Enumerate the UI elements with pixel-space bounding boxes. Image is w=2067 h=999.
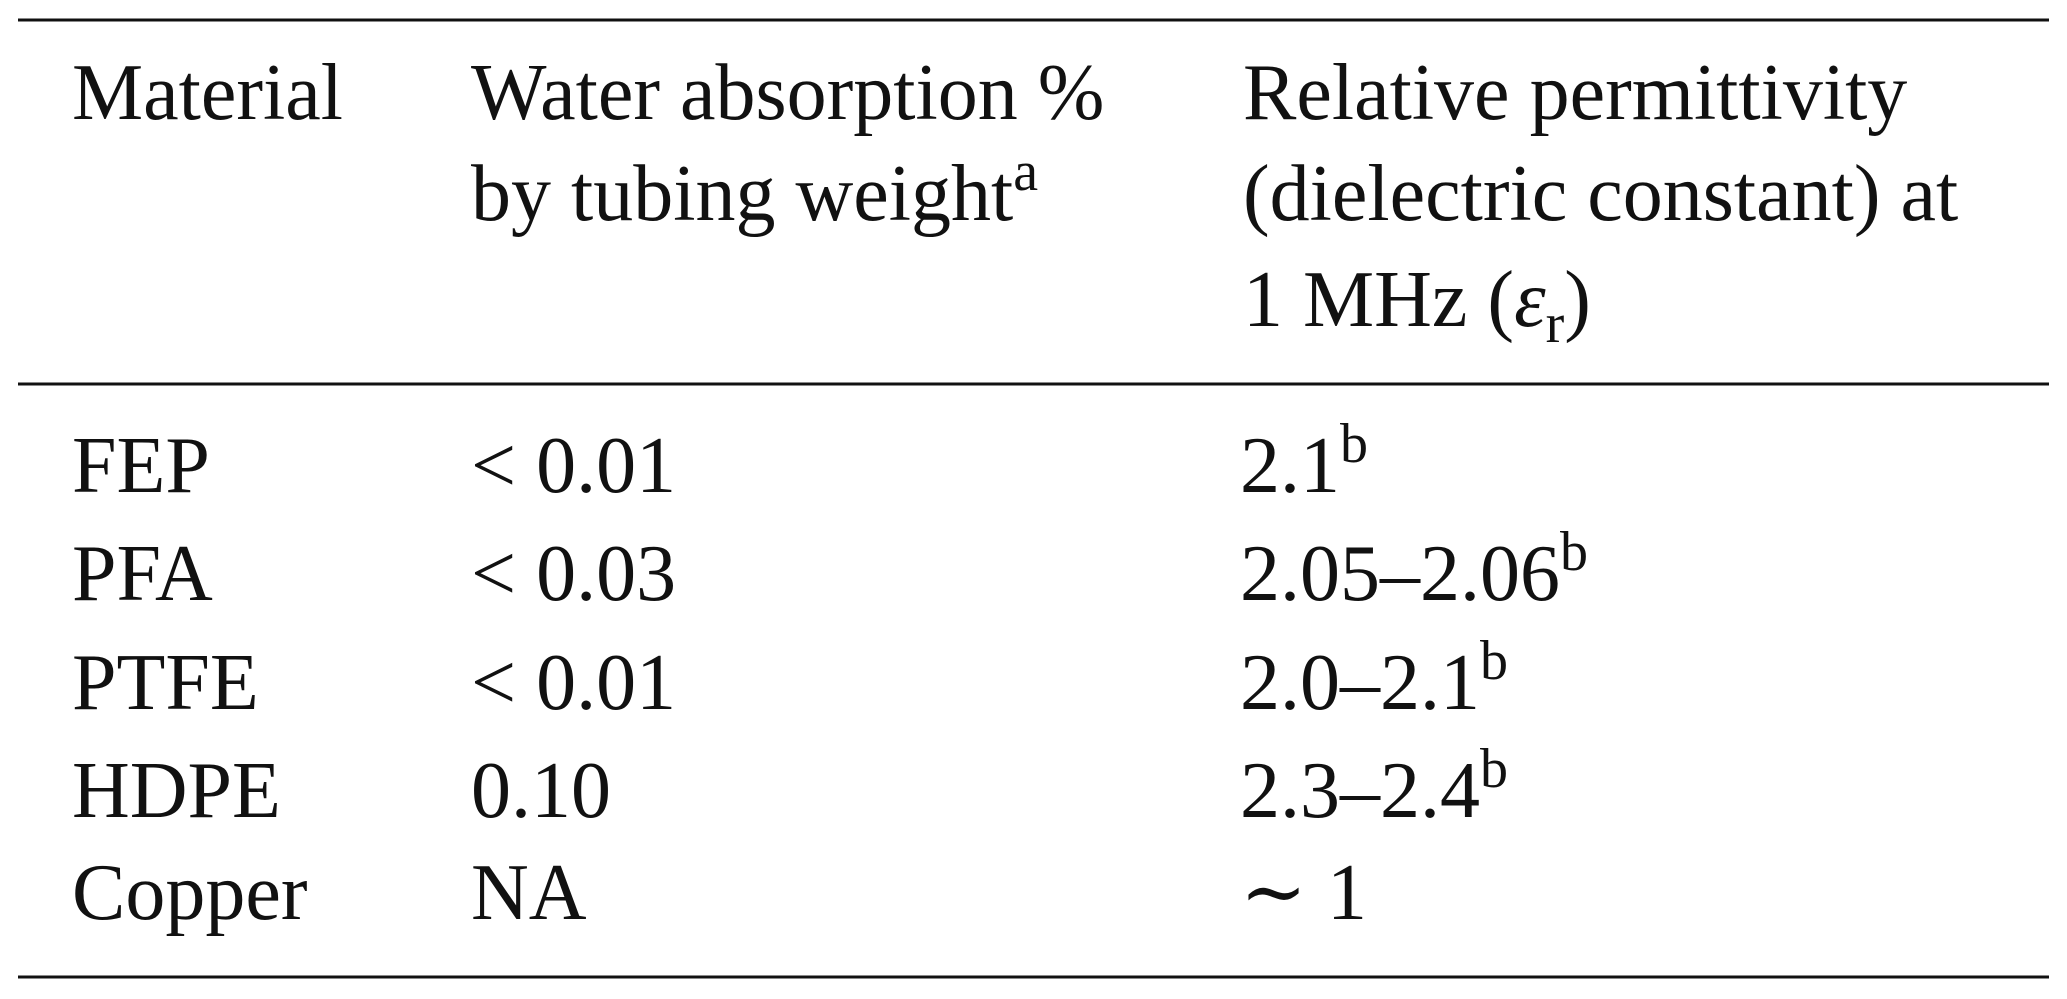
superscript: b xyxy=(1560,521,1588,583)
text: NA xyxy=(471,849,587,937)
symbol: ε xyxy=(1514,256,1546,344)
text: 2.05–2.06 xyxy=(1240,530,1560,618)
body-cell: < 0.01 xyxy=(471,639,676,727)
text: 2.3–2.4 xyxy=(1240,747,1480,835)
text: (dielectric constant) at xyxy=(1243,150,1958,238)
body-cell: 2.3–2.4b xyxy=(1240,738,1508,835)
text: 2.0–2.1 xyxy=(1240,639,1480,727)
text: < 0.03 xyxy=(471,530,676,618)
header-cell: Relative permittivity xyxy=(1243,49,1907,137)
text: < 0.01 xyxy=(471,639,676,727)
header-cell: Water absorption % xyxy=(471,49,1104,137)
text: Material xyxy=(72,49,343,137)
header-cell: 1 MHz (εr) xyxy=(1243,256,1591,355)
text: by tubing weight xyxy=(471,150,1013,238)
superscript: a xyxy=(1013,141,1038,203)
text-tail: ) xyxy=(1564,256,1591,344)
body-cell: HDPE xyxy=(72,747,281,835)
text: FEP xyxy=(72,422,210,510)
header-cell: (dielectric constant) at xyxy=(1243,150,1958,238)
text: Relative permittivity xyxy=(1243,49,1907,137)
superscript: b xyxy=(1480,630,1508,692)
text: PTFE xyxy=(72,639,259,727)
body-cell: 2.0–2.1b xyxy=(1240,630,1508,727)
body-cell: < 0.03 xyxy=(471,530,676,618)
body-cell: PTFE xyxy=(72,639,259,727)
text: 2.1 xyxy=(1240,422,1340,510)
text: Copper xyxy=(72,849,308,937)
superscript: b xyxy=(1340,413,1368,475)
text: 1 MHz ( xyxy=(1243,256,1514,344)
body-cell: < 0.01 xyxy=(471,422,676,510)
superscript: b xyxy=(1480,738,1508,800)
header-cell: Material xyxy=(72,49,343,137)
subscript: r xyxy=(1546,293,1565,355)
text: < 0.01 xyxy=(471,422,676,510)
body-cell: ∼ 1 xyxy=(1240,849,1367,937)
body-cell: Copper xyxy=(72,849,308,937)
text: Water absorption % xyxy=(471,49,1104,137)
body-cell: 2.1b xyxy=(1240,413,1368,510)
header-cell: by tubing weighta xyxy=(471,141,1038,238)
body-cell: NA xyxy=(471,849,587,937)
text: HDPE xyxy=(72,747,281,835)
body-cell: 2.05–2.06b xyxy=(1240,521,1588,618)
text: ∼ 1 xyxy=(1240,849,1367,937)
text: 0.10 xyxy=(471,747,611,835)
body-cell: FEP xyxy=(72,422,210,510)
body-cell: PFA xyxy=(72,530,213,618)
text: PFA xyxy=(72,530,213,618)
body-cell: 0.10 xyxy=(471,747,611,835)
